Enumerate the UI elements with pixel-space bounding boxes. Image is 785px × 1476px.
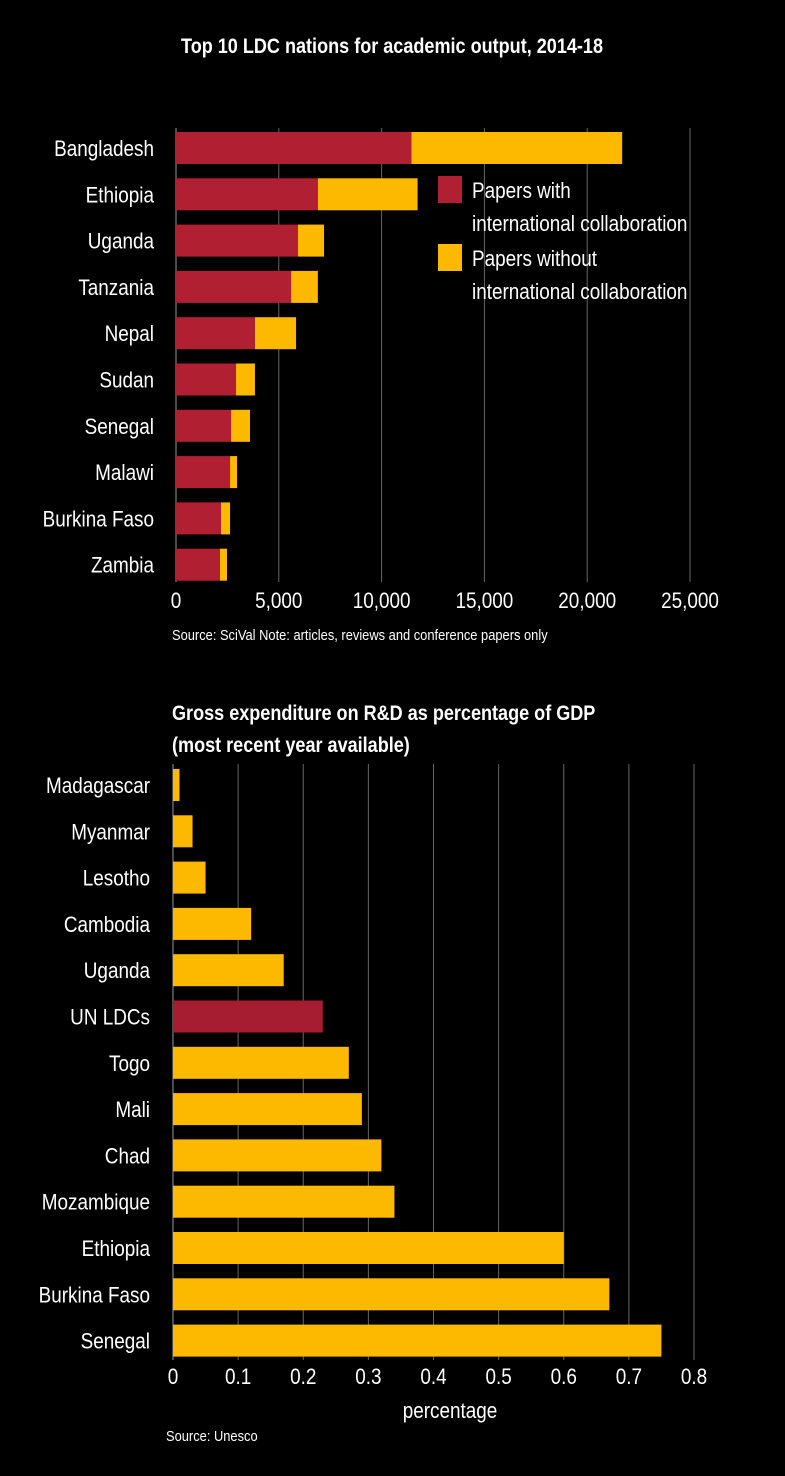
x-tick-label: 25,000 <box>661 589 719 614</box>
x-tick-label: 20,000 <box>558 589 616 614</box>
bar <box>173 1185 395 1218</box>
x-tick-label: 5,000 <box>255 589 302 614</box>
chart-title: Gross expenditure on R&D as percentage o… <box>172 702 595 726</box>
category-label: Senegal <box>81 1329 150 1354</box>
x-tick-label: 0.4 <box>420 1365 446 1390</box>
x-tick-label: 0.6 <box>551 1365 577 1390</box>
bar-segment-without-collab <box>230 456 238 489</box>
category-label: Zambia <box>91 553 155 578</box>
category-label: Nepal <box>105 322 154 347</box>
bar-segment-without-collab <box>221 502 231 535</box>
legend: Papers with international collaboration Pa… <box>438 176 687 304</box>
bar-segment-with-collab <box>176 363 237 396</box>
bar <box>173 861 206 894</box>
bar-segment-without-collab <box>317 178 418 211</box>
category-label: Mali <box>115 1098 150 1123</box>
category-label: Bangladesh <box>54 137 154 162</box>
category-label: Sudan <box>99 368 154 393</box>
bar <box>173 1093 362 1126</box>
bar-segment-without-collab <box>254 317 297 350</box>
category-label: Ethiopia <box>86 183 155 208</box>
source-note: Source: SciVal Note: articles, reviews a… <box>172 626 548 643</box>
x-axis-label: percentage <box>403 1399 498 1424</box>
bar-segment-with-collab <box>176 270 292 303</box>
category-label: Burkina Faso <box>39 1283 150 1308</box>
x-tick-label: 0.8 <box>681 1365 707 1390</box>
category-label: Lesotho <box>83 866 150 891</box>
category-label: Madagascar <box>46 774 150 799</box>
bar-segment-with-collab <box>176 548 220 581</box>
x-tick-label: 0.1 <box>225 1365 251 1390</box>
bar-segment-without-collab <box>297 224 325 257</box>
bar <box>173 1278 610 1311</box>
category-label: Malawi <box>95 461 154 486</box>
bar-segment-with-collab <box>176 132 412 164</box>
category-label: UN LDCs <box>70 1005 150 1030</box>
bar <box>173 1232 564 1264</box>
category-label: Cambodia <box>64 913 151 938</box>
category-label: Mozambique <box>42 1190 150 1215</box>
bar-segment-without-collab <box>291 270 318 303</box>
bar-segment-without-collab <box>231 409 251 442</box>
bar-segment-with-collab <box>176 502 222 535</box>
bar-segment-with-collab <box>176 409 232 442</box>
bar-segment-with-collab <box>176 456 231 489</box>
legend-swatch-with-collab <box>438 176 462 203</box>
bar <box>173 769 180 801</box>
bar-segment-with-collab <box>176 317 255 350</box>
x-tick-label: 10,000 <box>353 589 411 614</box>
x-tick-label: 0.3 <box>355 1365 381 1390</box>
x-tick-label: 0.2 <box>290 1365 316 1390</box>
bar <box>173 1046 349 1079</box>
bar <box>173 954 284 987</box>
rd-expenditure-chart: Gross expenditure on R&D as percentage o… <box>39 702 708 1444</box>
bar <box>173 1139 382 1172</box>
academic-output-chart: Top 10 LDC nations for academic output, … <box>43 35 719 643</box>
bar <box>173 1000 323 1033</box>
legend-label: Papers without <box>472 247 597 272</box>
source-note: Source: Unesco <box>166 1427 258 1444</box>
bar-segment-without-collab <box>411 132 623 164</box>
legend-label: international collaboration <box>472 212 687 237</box>
bar-segment-with-collab <box>176 178 318 211</box>
category-label: Burkina Faso <box>43 507 154 532</box>
bar-segment-without-collab <box>219 548 227 581</box>
legend-swatch-without-collab <box>438 244 462 271</box>
chart-title: (most recent year available) <box>172 734 410 758</box>
category-label: Myanmar <box>71 820 150 845</box>
legend-label: Papers with <box>472 179 571 204</box>
category-label: Ethiopia <box>82 1237 151 1262</box>
category-label: Tanzania <box>78 276 154 301</box>
bar-segment-with-collab <box>176 224 298 257</box>
category-label: Togo <box>109 1051 150 1076</box>
bar <box>173 815 193 848</box>
x-tick-label: 0 <box>171 589 182 614</box>
legend-label: international collaboration <box>472 280 687 305</box>
bar <box>173 1324 662 1357</box>
category-label: Uganda <box>84 959 151 984</box>
category-label: Senegal <box>85 414 154 439</box>
chart-title: Top 10 LDC nations for academic output, … <box>181 35 603 59</box>
x-tick-label: 0.5 <box>485 1365 511 1390</box>
bar-segment-without-collab <box>236 363 255 396</box>
category-label: Chad <box>105 1144 150 1169</box>
x-tick-label: 0 <box>168 1365 179 1390</box>
category-label: Uganda <box>88 229 155 254</box>
bar <box>173 907 252 940</box>
x-tick-label: 15,000 <box>455 589 513 614</box>
x-tick-label: 0.7 <box>616 1365 642 1390</box>
